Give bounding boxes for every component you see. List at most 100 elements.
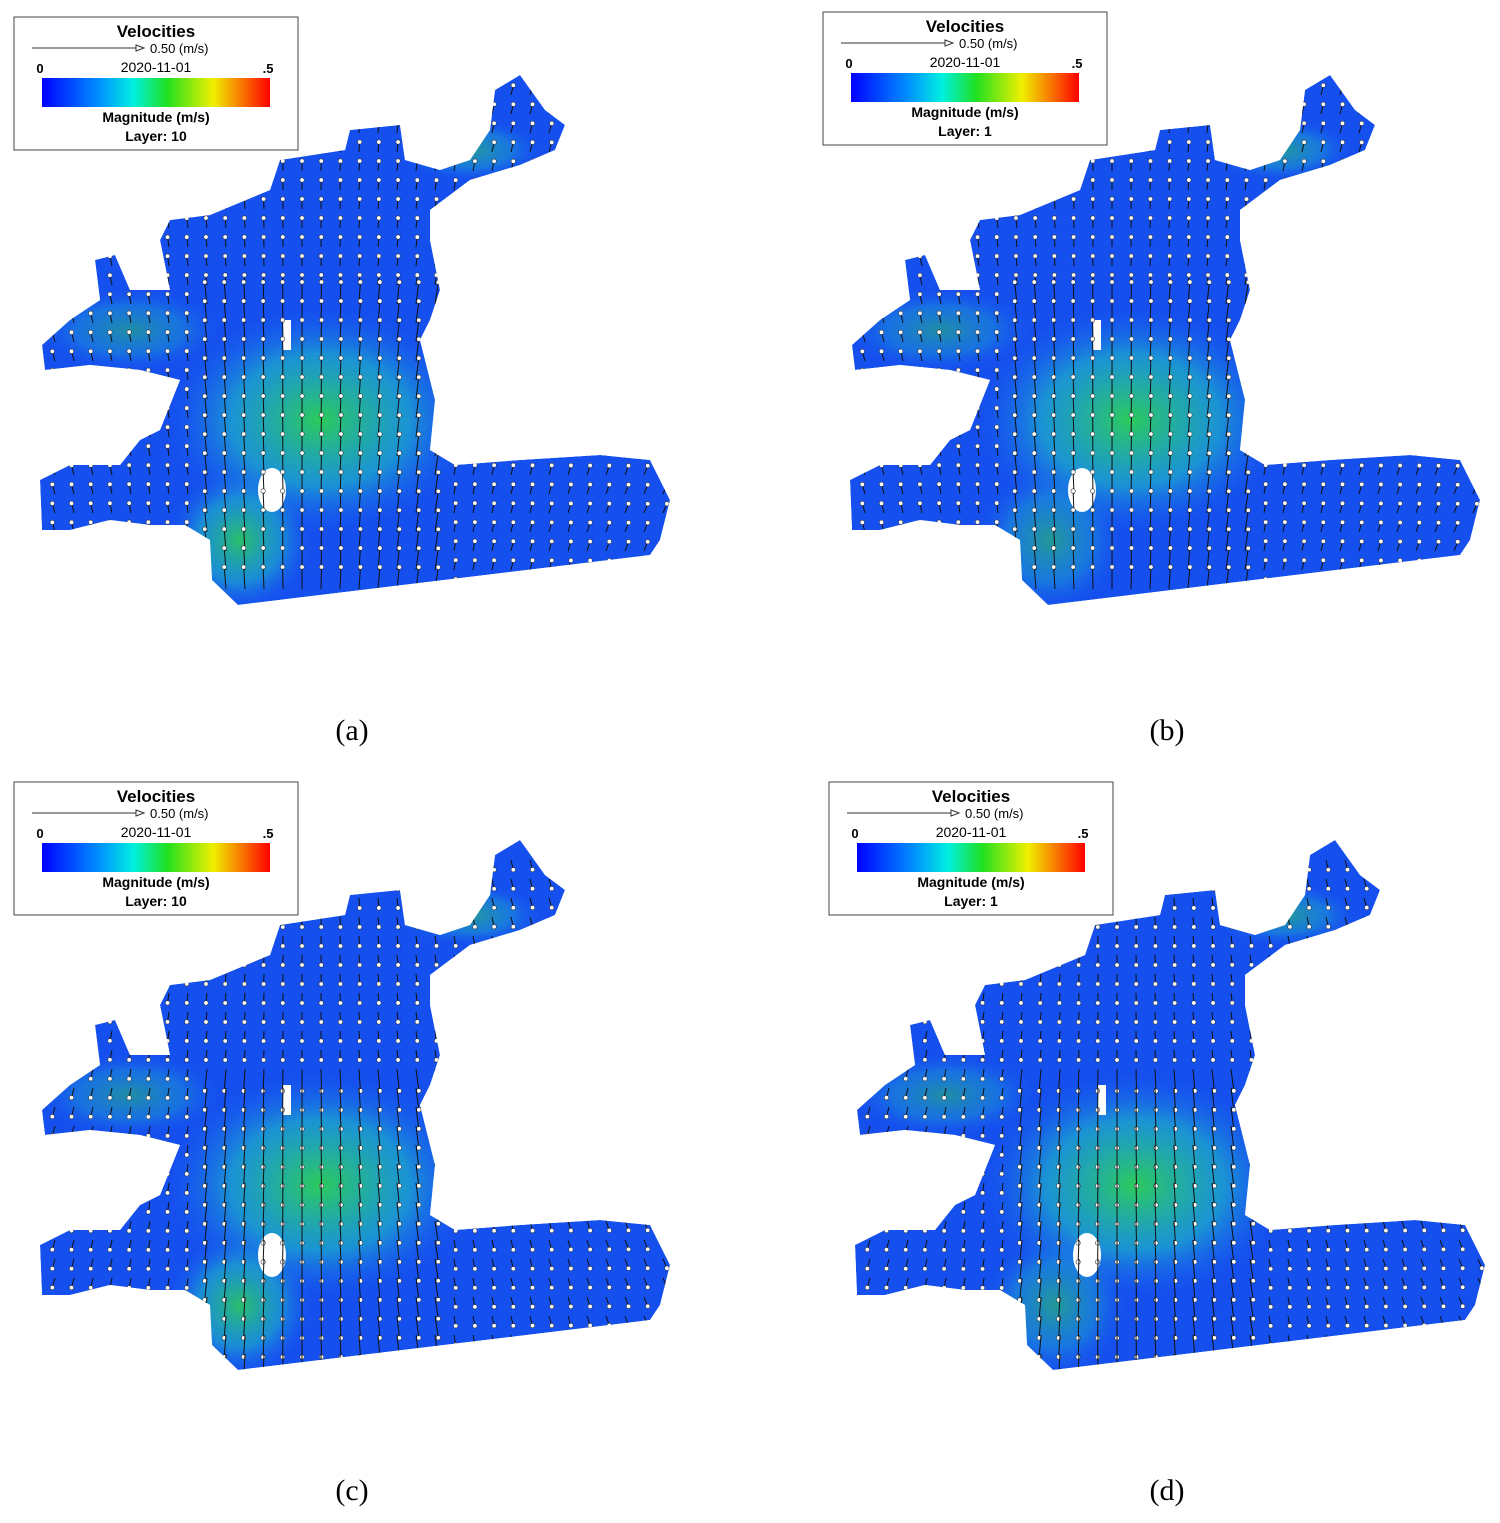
vector-head xyxy=(1474,273,1480,279)
vector-head xyxy=(126,1190,132,1196)
vector-head xyxy=(337,234,343,240)
velocity-vector xyxy=(472,1011,476,1022)
vector-head xyxy=(1340,253,1346,259)
vector-head xyxy=(1090,196,1096,202)
vector-head xyxy=(202,336,208,342)
vector-head xyxy=(69,519,75,525)
velocity-vector xyxy=(1282,332,1286,343)
velocity-vector xyxy=(1472,180,1478,191)
velocity-vector xyxy=(1225,104,1228,115)
vector-head xyxy=(898,519,904,525)
velocity-vector xyxy=(396,1125,400,1148)
vector-head xyxy=(453,1114,459,1120)
vector-head xyxy=(1263,405,1269,411)
velocity-vector xyxy=(453,218,457,229)
vector-head xyxy=(975,405,981,411)
land-hole xyxy=(1093,320,1101,350)
vector-head xyxy=(145,1342,151,1348)
vector-head xyxy=(453,1038,459,1044)
velocity-vector xyxy=(339,1087,342,1111)
vector-head xyxy=(357,158,363,164)
velocity-vector xyxy=(339,1277,342,1301)
vector-head xyxy=(299,215,305,221)
vector-head xyxy=(184,1038,190,1044)
vector-head xyxy=(88,1266,94,1272)
vector-head xyxy=(69,1171,75,1177)
vector-head xyxy=(241,279,247,285)
vector-head xyxy=(472,120,478,126)
velocity-vector xyxy=(358,1296,361,1319)
vector-head xyxy=(1051,450,1057,456)
vector-head xyxy=(376,272,382,278)
velocity-vector xyxy=(1339,389,1344,400)
vector-head xyxy=(1051,488,1057,494)
vector-head xyxy=(1282,310,1288,316)
velocity-vector xyxy=(1377,389,1382,400)
velocity-vector xyxy=(1301,579,1305,590)
vector-head xyxy=(49,1000,55,1006)
velocity-vector xyxy=(1396,332,1401,343)
vector-head xyxy=(549,158,555,164)
vector-head xyxy=(165,1228,171,1234)
velocity-vector xyxy=(90,1030,94,1041)
vector-head xyxy=(936,519,942,525)
vector-head xyxy=(626,349,632,355)
vector-head xyxy=(260,564,266,570)
velocity-vector xyxy=(90,1049,94,1060)
velocity-vector xyxy=(662,104,668,115)
vector-head xyxy=(49,196,55,202)
vector-head xyxy=(49,500,55,506)
vector-head xyxy=(88,1038,94,1044)
vector-head xyxy=(260,1126,266,1132)
velocity-vector xyxy=(320,1144,323,1168)
vector-head xyxy=(1282,120,1288,126)
vector-head xyxy=(202,1354,208,1360)
velocity-vector xyxy=(1472,560,1478,571)
vector-head xyxy=(145,1285,151,1291)
vector-head xyxy=(433,1000,439,1006)
vector-head xyxy=(1070,374,1076,380)
velocity-vector xyxy=(453,579,457,590)
vector-head xyxy=(1129,431,1135,437)
velocity-vector xyxy=(51,1011,56,1022)
vector-head xyxy=(126,158,132,164)
vector-head xyxy=(1224,120,1230,126)
vector-head xyxy=(1109,279,1115,285)
vector-head xyxy=(88,1114,94,1120)
vector-head xyxy=(917,519,923,525)
vector-head xyxy=(318,962,324,968)
vector-head xyxy=(1320,196,1326,202)
vector-head xyxy=(587,216,593,222)
velocity-vector xyxy=(51,275,56,286)
velocity-vector xyxy=(881,275,885,286)
vector-head xyxy=(1474,482,1480,488)
velocity-vector xyxy=(881,560,885,571)
vector-head xyxy=(319,317,325,323)
vector-head xyxy=(510,1228,516,1234)
velocity-vector xyxy=(358,1163,361,1186)
vector-head xyxy=(859,158,865,164)
velocity-vector xyxy=(358,122,361,134)
vector-head xyxy=(414,943,420,949)
velocity-vector xyxy=(1244,282,1249,305)
velocity-vector xyxy=(529,370,534,381)
velocity-vector xyxy=(128,427,132,438)
vector-head xyxy=(453,386,459,392)
vector-head xyxy=(69,424,75,430)
velocity-vector xyxy=(567,351,572,362)
vector-head xyxy=(280,526,286,532)
vector-head xyxy=(1301,120,1307,126)
velocity-vector xyxy=(900,560,904,571)
vector-head xyxy=(1436,482,1442,488)
vector-head xyxy=(1340,405,1346,411)
vector-head xyxy=(491,538,497,544)
vector-head xyxy=(626,330,632,336)
vector-head xyxy=(587,178,593,184)
vector-head xyxy=(165,424,171,430)
vector-head xyxy=(1031,507,1037,513)
vector-head xyxy=(1359,329,1365,335)
vector-head xyxy=(416,355,422,361)
vector-head xyxy=(1186,253,1192,259)
vector-head xyxy=(1187,545,1193,551)
vector-head xyxy=(319,279,325,285)
